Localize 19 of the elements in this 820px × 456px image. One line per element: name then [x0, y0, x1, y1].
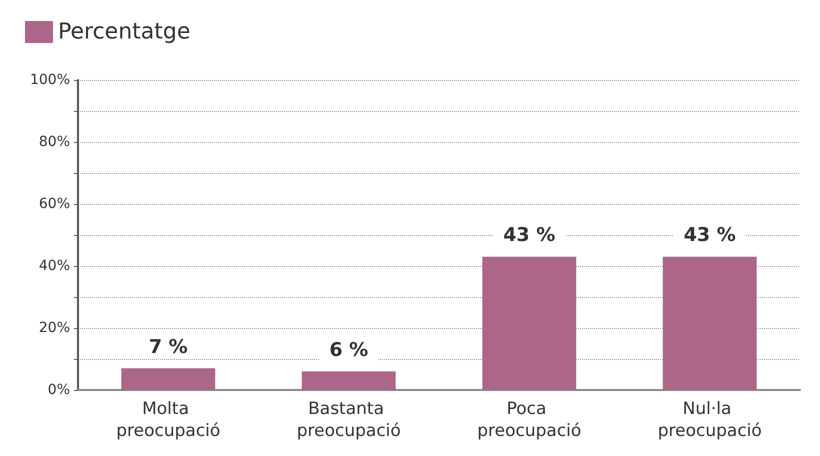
y-tick-label: 100% [30, 72, 70, 88]
data-label: 43 % [503, 224, 556, 246]
y-tick-label: 40% [38, 258, 70, 274]
bar [121, 368, 216, 390]
x-tick-label: Molta preocupació [116, 399, 220, 441]
legend-label: Percentatge [58, 20, 190, 44]
y-tick-label: 60% [38, 196, 70, 212]
y-tick-label: 20% [38, 320, 70, 336]
data-label: 6 % [329, 338, 368, 361]
bar [662, 256, 757, 390]
x-tick-label: Nul·la preocupació [658, 399, 762, 441]
x-tick-label: Poca preocupació [477, 399, 582, 441]
y-tick-label: 0% [48, 382, 70, 398]
data-label: 7 % [148, 336, 188, 358]
bar [302, 371, 396, 390]
data-label: 43 % [684, 224, 736, 246]
y-tick-label: 80% [38, 134, 70, 150]
x-tick-label: Bastanta preocupació [296, 399, 401, 441]
bar [482, 256, 576, 390]
